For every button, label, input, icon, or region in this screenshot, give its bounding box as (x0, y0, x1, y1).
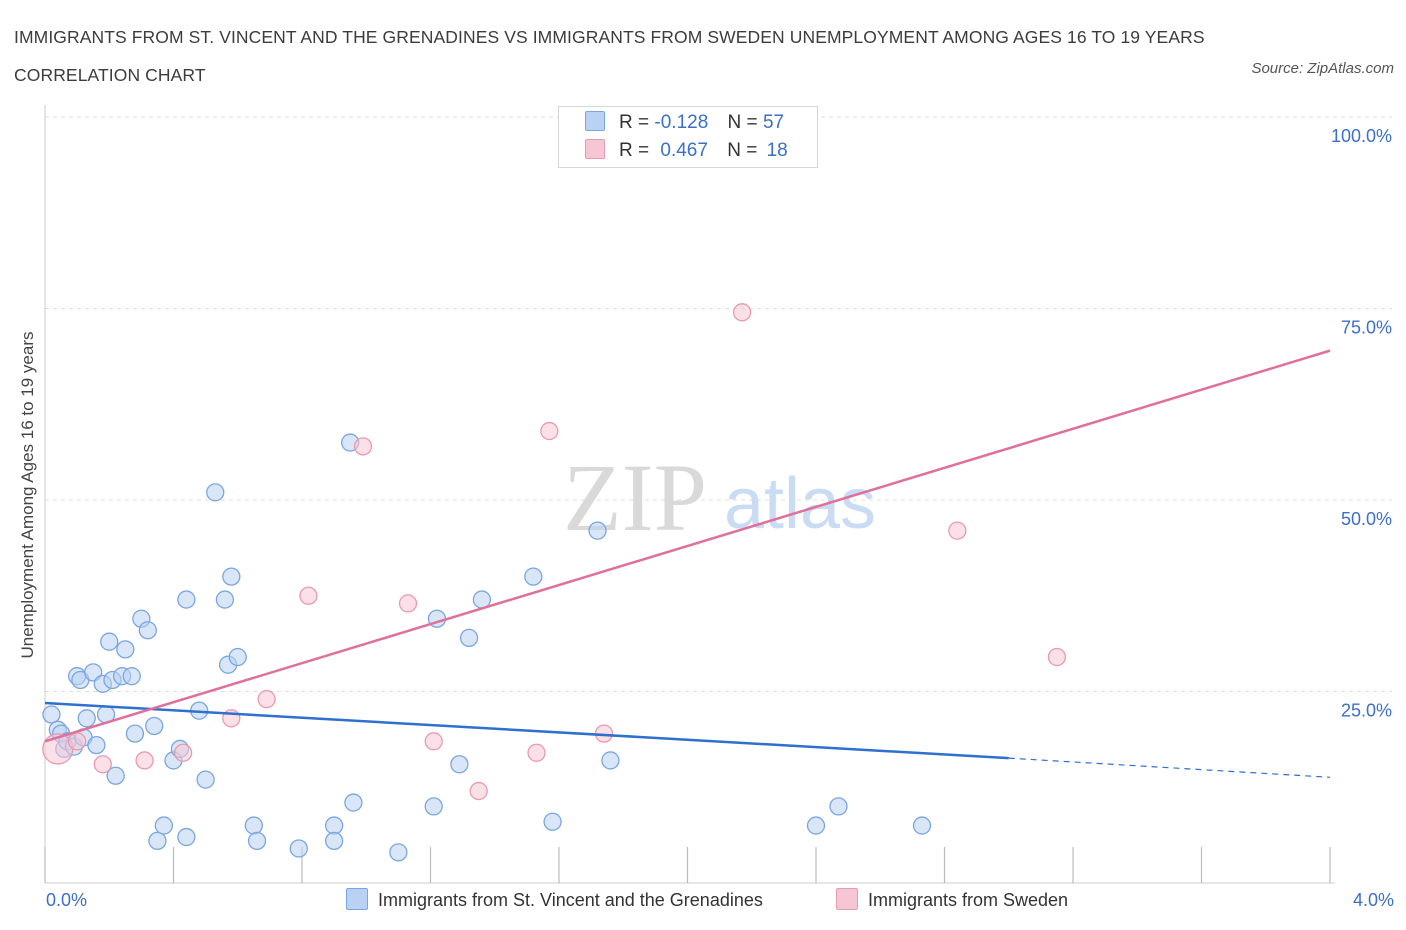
pink-point-12 (527, 743, 546, 762)
blue-point-37 (244, 816, 263, 835)
blue-point-35 (222, 567, 241, 586)
blue-point-19 (122, 667, 141, 686)
blue-point-32 (206, 483, 225, 502)
bottom-legend-label-pink: Immigrants from Sweden (868, 890, 1069, 910)
correlation-legend: R = -0.128 N = 57 R = 0.467 N = 18 (558, 106, 818, 168)
blue-point-38 (247, 831, 267, 851)
blue-point-36 (228, 647, 247, 667)
blue-point-48 (459, 628, 479, 648)
legend-swatch-pink (585, 139, 605, 159)
blue-point-22 (138, 621, 157, 640)
blue-point-44 (389, 843, 408, 862)
grid-lines (45, 116, 1392, 692)
series-pink-points (42, 303, 1067, 801)
bottom-legend-label-blue: Immigrants from St. Vincent and the Gren… (378, 890, 763, 910)
pink-point-10 (424, 732, 443, 751)
blue-point-53 (601, 751, 620, 770)
blue-point-24 (148, 831, 167, 851)
blue-point-47 (450, 755, 469, 774)
blue-point-43 (344, 793, 363, 812)
bottom-legend-swatch-blue (346, 888, 368, 910)
pink-point-2 (93, 755, 112, 774)
x-tick-label-max: 4.0% (1352, 890, 1394, 910)
legend-n-value-blue: 57 (762, 112, 785, 133)
legend-r-label: R = (619, 112, 650, 133)
blue-point-50 (524, 567, 543, 586)
y-tick-label-2: 50.0% (1341, 509, 1392, 529)
blue-point-0 (42, 705, 61, 724)
blue-point-23 (145, 716, 164, 736)
blue-point-51 (543, 812, 562, 831)
legend-row-pink: R = 0.467 N = 18 (585, 139, 788, 165)
legend-n-label: N = (727, 140, 758, 161)
blue-point-39 (289, 839, 308, 858)
legend-n-value-pink: 18 (766, 140, 788, 161)
blue-point-45 (424, 797, 443, 816)
blue-point-40 (324, 816, 344, 835)
blue-point-55 (829, 797, 848, 816)
blue-point-11 (87, 735, 106, 755)
pink-point-4 (173, 743, 193, 762)
legend-r-value-pink: 0.467 (660, 140, 708, 161)
legend-row-blue: R = -0.128 N = 57 (585, 111, 784, 137)
pink-point-1 (67, 732, 87, 751)
legend-n-label: N = (727, 112, 758, 133)
blue-point-18 (116, 640, 135, 659)
trend-line-blue-extension (1008, 757, 1331, 778)
pink-point-15 (732, 303, 752, 322)
trend-line-blue (44, 701, 1009, 760)
pink-point-6 (257, 690, 276, 709)
blue-point-33 (215, 590, 235, 609)
blue-point-28 (177, 590, 196, 609)
pink-point-9 (398, 594, 418, 613)
y-tick-label-1: 75.0% (1341, 318, 1392, 338)
trend-lines (44, 349, 1331, 778)
legend-r-value-blue: -0.128 (654, 112, 709, 133)
pink-point-16 (948, 521, 967, 540)
y-tick-labels: 100.0% 75.0% 50.0% 25.0% (1331, 126, 1392, 721)
y-tick-label-0: 100.0% (1331, 126, 1392, 146)
bottom-legend-swatch-pink (836, 888, 858, 910)
trend-line-pink (44, 349, 1331, 743)
y-tick-label-3: 25.0% (1341, 701, 1392, 721)
chart-title: IMMIGRANTS FROM ST. VINCENT AND THE GREN… (14, 27, 1205, 85)
watermark-atlas: atlas (724, 464, 876, 544)
blue-point-52 (588, 521, 607, 540)
source-note: Source: ZipAtlas.com (1251, 60, 1394, 77)
pink-point-8 (353, 437, 373, 456)
blue-point-25 (154, 816, 174, 835)
blue-point-20 (125, 724, 145, 743)
legend-swatch-blue (585, 111, 605, 131)
pink-point-17 (1047, 647, 1067, 667)
watermark: ZIP atlas (563, 444, 876, 551)
blue-point-31 (196, 770, 215, 789)
bottom-legend-blue: Immigrants from St. Vincent and the Gren… (346, 888, 763, 911)
pink-point-13 (540, 421, 559, 441)
watermark-zip: ZIP (563, 444, 707, 551)
blue-point-16 (106, 766, 125, 785)
blue-point-14 (100, 632, 119, 651)
bottom-legend-pink: Immigrants from Sweden (836, 888, 1068, 911)
legend-r-label: R = (619, 140, 650, 161)
pink-point-7 (299, 586, 318, 605)
pink-point-3 (135, 751, 154, 770)
blue-point-29 (177, 827, 196, 847)
blue-point-54 (806, 816, 826, 835)
blue-point-56 (912, 816, 932, 835)
blue-point-9 (77, 709, 96, 728)
pink-point-11 (469, 781, 488, 801)
blue-point-41 (324, 831, 344, 851)
x-tick-label-min: 0.0% (46, 890, 88, 910)
